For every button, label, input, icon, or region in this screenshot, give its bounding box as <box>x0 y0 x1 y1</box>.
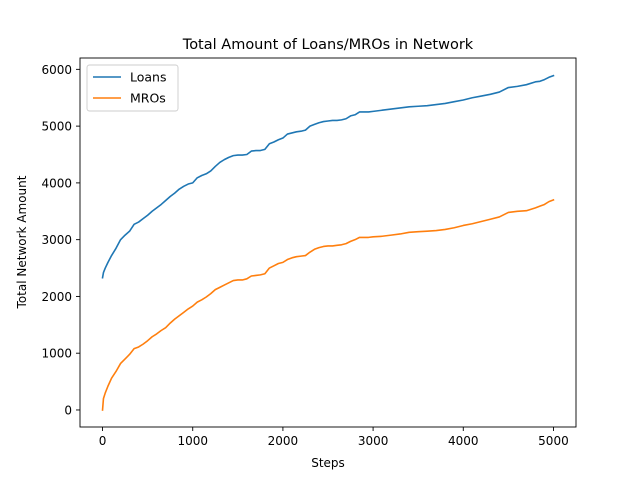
legend: Loans MROs <box>86 64 179 112</box>
chart-title: Total Amount of Loans/MROs in Network <box>182 37 474 53</box>
legend-label-mros: MROs <box>130 91 166 106</box>
series-line-loans <box>101 74 555 279</box>
y-tick-label: 6000 <box>41 63 72 77</box>
plot-area: 0 1000 2000 3000 4000 5000 0 1000 2000 3000 4000 50… <box>41 57 577 448</box>
x-axis-label: Steps <box>311 456 345 470</box>
x-tick-label: 1000 <box>177 434 208 448</box>
y-axis-label: Total Network Amount <box>15 175 29 309</box>
y-tick-label: 3000 <box>41 233 72 247</box>
legend-label-loans: Loans <box>130 70 167 85</box>
x-tick-label: 5000 <box>538 434 569 448</box>
x-tick-label: 3000 <box>358 434 389 448</box>
x-tick-label: 0 <box>99 434 107 448</box>
y-tick-label: 0 <box>64 403 72 417</box>
x-tick-label: 4000 <box>448 434 479 448</box>
y-tick-label: 2000 <box>41 290 72 304</box>
axes-frame <box>79 57 577 428</box>
x-tick-label: 2000 <box>268 434 299 448</box>
series-line-mros <box>101 198 555 411</box>
y-tick-label: 4000 <box>41 176 72 190</box>
y-tick-label: 5000 <box>41 120 72 134</box>
y-tick-label: 1000 <box>41 347 72 361</box>
